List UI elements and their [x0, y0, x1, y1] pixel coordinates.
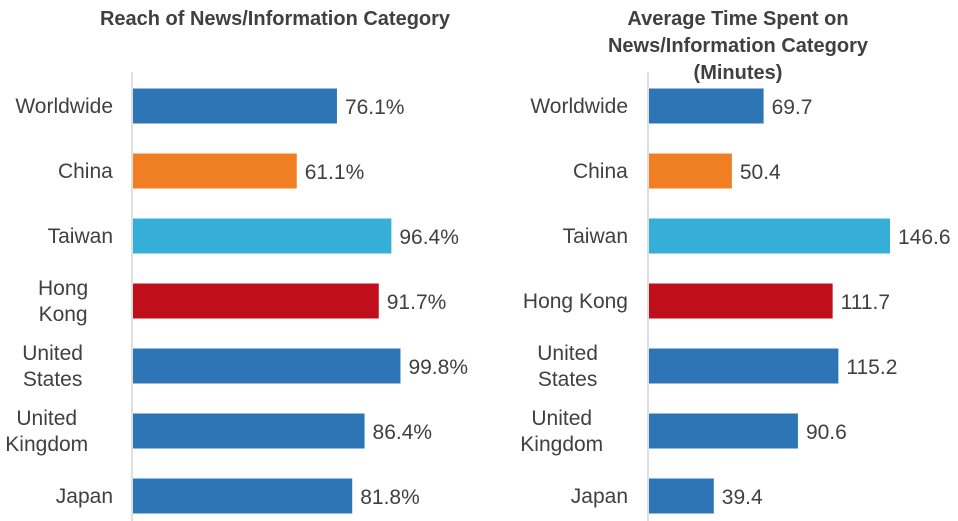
time-category-line: China: [573, 160, 628, 183]
time-category-label: Taiwan: [563, 225, 628, 248]
time-category-label: United States: [537, 342, 598, 391]
reach-category-line: Kingdom: [5, 433, 88, 456]
reach-chart-panel: Reach of News/Information Category 76.1% W…: [5, 8, 468, 521]
time-value-label: 115.2: [846, 356, 897, 379]
reach-category-label: United Kingdom: [5, 407, 88, 456]
time-title-line: (Minutes): [694, 62, 783, 84]
reach-value-label: 61.1%: [305, 161, 365, 184]
reach-value-label: 91.7%: [387, 291, 447, 314]
reach-category-label: China: [58, 160, 113, 183]
time-bar: [649, 283, 833, 319]
time-value-label: 39.4: [722, 486, 763, 509]
time-category-label: China: [573, 160, 628, 183]
time-category-line: Hong Kong: [523, 290, 628, 313]
reach-bar: [133, 218, 392, 254]
time-category-line: Taiwan: [563, 225, 628, 248]
time-category-label: United Kingdom: [520, 407, 603, 456]
time-title-line: Average Time Spent on: [627, 8, 848, 30]
reach-category-label: United States: [22, 342, 83, 391]
time-value-label: 111.7: [841, 291, 890, 314]
time-category-line: Kingdom: [520, 433, 603, 456]
reach-value-label: 96.4%: [399, 226, 459, 249]
reach-category-line: United: [22, 342, 83, 365]
reach-chart-title: Reach of News/Information Category: [100, 8, 451, 30]
time-bar: [649, 88, 764, 124]
time-category-label: Hong Kong: [523, 290, 628, 313]
time-title-line: News/Information Category: [608, 35, 869, 57]
time-bar: [649, 218, 890, 254]
reach-category-label: Taiwan: [48, 225, 113, 248]
reach-title-line: Reach of News/Information Category: [100, 8, 451, 30]
reach-bar: [133, 478, 353, 514]
time-bar: [649, 153, 732, 189]
reach-bar: [133, 413, 365, 449]
time-category-line: United: [531, 407, 592, 430]
reach-category-line: States: [23, 368, 83, 391]
time-value-label: 90.6: [806, 421, 847, 444]
reach-category-line: Worldwide: [15, 95, 113, 118]
reach-category-line: Japan: [56, 485, 113, 508]
time-bar: [649, 413, 798, 449]
reach-category-line: Taiwan: [48, 225, 113, 248]
time-chart-title: Average Time Spent on News/Information Ca…: [608, 8, 869, 84]
reach-value-label: 86.4%: [373, 421, 433, 444]
time-value-label: 146.6: [898, 226, 951, 249]
reach-bar: [133, 153, 297, 189]
time-value-label: 50.4: [740, 161, 781, 184]
reach-value-label: 76.1%: [345, 96, 405, 119]
reach-category-label: Hong Kong: [38, 277, 88, 326]
reach-category-label: Japan: [56, 485, 113, 508]
reach-bar: [133, 283, 379, 319]
time-category-line: United: [537, 342, 598, 365]
reach-category-line: China: [58, 160, 113, 183]
time-value-label: 69.7: [772, 96, 813, 119]
reach-category-line: Kong: [39, 303, 88, 326]
time-category-line: Japan: [571, 485, 628, 508]
time-category-label: Japan: [571, 485, 628, 508]
reach-bar: [133, 348, 401, 384]
reach-value-label: 99.8%: [408, 356, 468, 379]
time-bar: [649, 478, 714, 514]
time-bar: [649, 348, 839, 384]
reach-bar: [133, 88, 337, 124]
time-category-line: States: [538, 368, 598, 391]
time-spent-chart-panel: Average Time Spent on News/Information Ca…: [520, 8, 951, 521]
time-category-line: Worldwide: [530, 95, 628, 118]
reach-category-label: Worldwide: [15, 95, 113, 118]
reach-category-line: Hong: [38, 277, 88, 300]
time-category-label: Worldwide: [530, 95, 628, 118]
reach-value-label: 81.8%: [360, 486, 420, 509]
reach-category-line: United: [16, 407, 77, 430]
